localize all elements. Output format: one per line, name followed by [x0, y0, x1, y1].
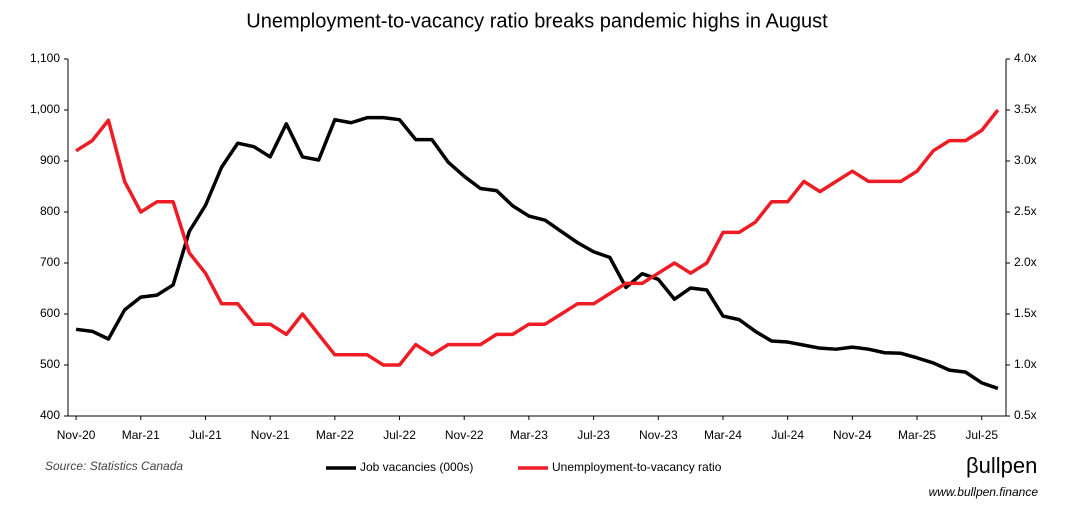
y-tick-label: 1,000 — [30, 102, 60, 116]
series-line — [75, 108, 1000, 367]
source: Source: Statistics Canada — [45, 459, 183, 473]
y-tick-label: 600 — [40, 306, 60, 320]
y2-tick-label: 4.0x — [1014, 51, 1037, 65]
x-tick-label: Jul-22 — [383, 428, 416, 442]
brand: βullpen — [966, 453, 1037, 478]
y-tick-label: 400 — [40, 408, 60, 422]
x-tick-label: Jul-25 — [965, 428, 998, 442]
chart-title: Unemployment-to-vacancy ratio breaks pan… — [246, 10, 828, 32]
x-tick-label: Nov-20 — [57, 428, 96, 442]
x-tick-label: Jul-21 — [189, 428, 222, 442]
y2-tick-label: 3.0x — [1014, 153, 1037, 167]
y2-tick-label: 1.5x — [1014, 306, 1037, 320]
x-tick-label: Nov-22 — [445, 428, 484, 442]
series-line — [75, 115, 999, 391]
x-tick-label: Jul-23 — [577, 428, 610, 442]
y-tick-label: 500 — [40, 357, 60, 371]
x-tick-label: Jul-24 — [771, 428, 804, 442]
y2-tick-label: 0.5x — [1014, 408, 1037, 422]
y2-tick-label: 1.0x — [1014, 357, 1037, 371]
x-tick-label: Nov-24 — [833, 428, 872, 442]
legend-label: Job vacancies (000s) — [360, 460, 473, 474]
y2-tick-label: 2.5x — [1014, 204, 1037, 218]
x-tick-label: Nov-21 — [251, 428, 290, 442]
legend-label: Unemployment-to-vacancy ratio — [552, 460, 722, 474]
x-tick-label: Mar-25 — [898, 428, 936, 442]
y-tick-label: 1,100 — [30, 51, 60, 65]
x-tick-label: Nov-23 — [639, 428, 678, 442]
x-tick-label: Mar-23 — [510, 428, 548, 442]
y2-tick-label: 3.5x — [1014, 102, 1037, 116]
x-tick-label: Mar-22 — [316, 428, 354, 442]
x-tick-label: Mar-21 — [122, 428, 160, 442]
website: www.bullpen.finance — [929, 485, 1039, 499]
y2-tick-label: 2.0x — [1014, 255, 1037, 269]
y-tick-label: 800 — [40, 204, 60, 218]
x-tick-label: Mar-24 — [704, 428, 742, 442]
y-tick-label: 700 — [40, 255, 60, 269]
y-tick-label: 900 — [40, 153, 60, 167]
